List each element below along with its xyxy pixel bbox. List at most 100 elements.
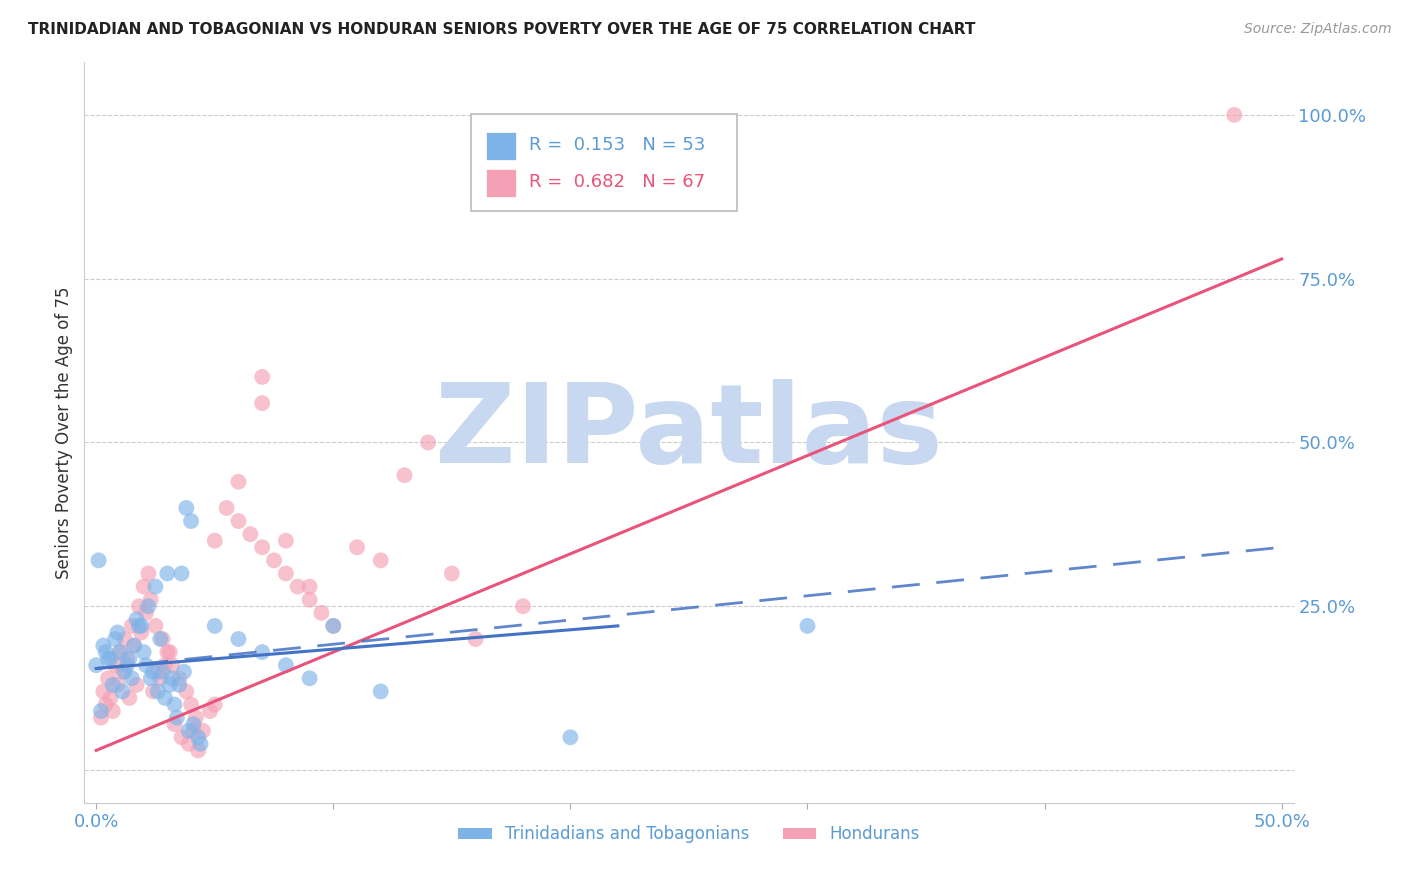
Point <box>298 580 321 594</box>
Point <box>274 533 297 548</box>
Point <box>153 690 176 705</box>
Point <box>115 651 138 665</box>
Point <box>132 580 155 594</box>
Point <box>107 678 129 692</box>
Point <box>114 665 136 679</box>
Point <box>160 658 183 673</box>
Point <box>156 566 179 581</box>
FancyBboxPatch shape <box>486 132 516 161</box>
Point <box>263 553 285 567</box>
Point <box>152 665 174 679</box>
Point <box>184 711 207 725</box>
Point <box>125 678 148 692</box>
Point <box>170 731 193 745</box>
Point <box>239 527 262 541</box>
Point <box>346 541 368 555</box>
Text: Source: ZipAtlas.com: Source: ZipAtlas.com <box>1244 22 1392 37</box>
Point <box>180 698 202 712</box>
Point <box>145 580 167 594</box>
Point <box>156 645 179 659</box>
Point <box>204 533 226 548</box>
Point <box>94 645 117 659</box>
Point <box>128 619 150 633</box>
Point <box>100 690 122 705</box>
Point <box>139 592 162 607</box>
Point <box>122 639 145 653</box>
Point <box>118 651 141 665</box>
Point <box>104 658 127 673</box>
Point <box>418 435 440 450</box>
Point <box>107 625 129 640</box>
Point <box>135 658 157 673</box>
Point <box>204 698 226 712</box>
Point <box>183 717 205 731</box>
Point <box>512 599 534 614</box>
Point <box>440 566 463 581</box>
Point <box>370 553 392 567</box>
Point <box>122 639 145 653</box>
Point <box>104 632 127 646</box>
Point <box>160 671 183 685</box>
Point <box>298 671 321 685</box>
Point <box>167 678 190 692</box>
Point <box>250 645 273 659</box>
Point <box>121 619 143 633</box>
Point <box>115 658 138 673</box>
Point <box>87 553 110 567</box>
Point <box>138 599 160 614</box>
Point <box>108 645 131 659</box>
Point <box>91 639 114 653</box>
Point <box>149 671 172 685</box>
Point <box>250 370 273 384</box>
Point <box>125 612 148 626</box>
Point <box>796 619 818 633</box>
Point <box>176 684 198 698</box>
Point <box>1223 108 1246 122</box>
Point <box>97 651 120 665</box>
Point <box>274 658 297 673</box>
Point <box>198 704 221 718</box>
Point <box>97 671 120 685</box>
Point <box>159 645 181 659</box>
FancyBboxPatch shape <box>486 169 516 197</box>
Point <box>322 619 344 633</box>
Point <box>187 743 209 757</box>
Point <box>128 599 150 614</box>
Point <box>394 468 416 483</box>
Point <box>464 632 486 646</box>
Point <box>173 665 195 679</box>
Point <box>90 704 112 718</box>
Point <box>159 678 181 692</box>
Point <box>114 632 136 646</box>
Point <box>138 566 160 581</box>
Point <box>228 632 250 646</box>
Point <box>146 684 169 698</box>
Point <box>560 731 582 745</box>
Point <box>250 396 273 410</box>
Text: TRINIDADIAN AND TOBAGONIAN VS HONDURAN SENIORS POVERTY OVER THE AGE OF 75 CORREL: TRINIDADIAN AND TOBAGONIAN VS HONDURAN S… <box>28 22 976 37</box>
Point <box>135 606 157 620</box>
Point <box>100 651 122 665</box>
Point <box>101 704 124 718</box>
Point <box>163 717 186 731</box>
Point <box>129 619 152 633</box>
Point <box>163 698 186 712</box>
Point <box>204 619 226 633</box>
Point <box>215 500 238 515</box>
Text: ZIPatlas: ZIPatlas <box>434 379 943 486</box>
Point <box>84 658 107 673</box>
Point <box>228 475 250 489</box>
Point <box>94 698 117 712</box>
Point <box>250 541 273 555</box>
Point <box>180 514 202 528</box>
Point <box>91 684 114 698</box>
Point <box>191 723 214 738</box>
Point <box>298 592 321 607</box>
Point <box>287 580 309 594</box>
Point <box>146 665 169 679</box>
Legend: Trinidadians and Tobagonians, Hondurans: Trinidadians and Tobagonians, Hondurans <box>451 819 927 850</box>
Point <box>176 500 198 515</box>
Point <box>132 645 155 659</box>
Point <box>129 625 152 640</box>
Point <box>118 690 141 705</box>
